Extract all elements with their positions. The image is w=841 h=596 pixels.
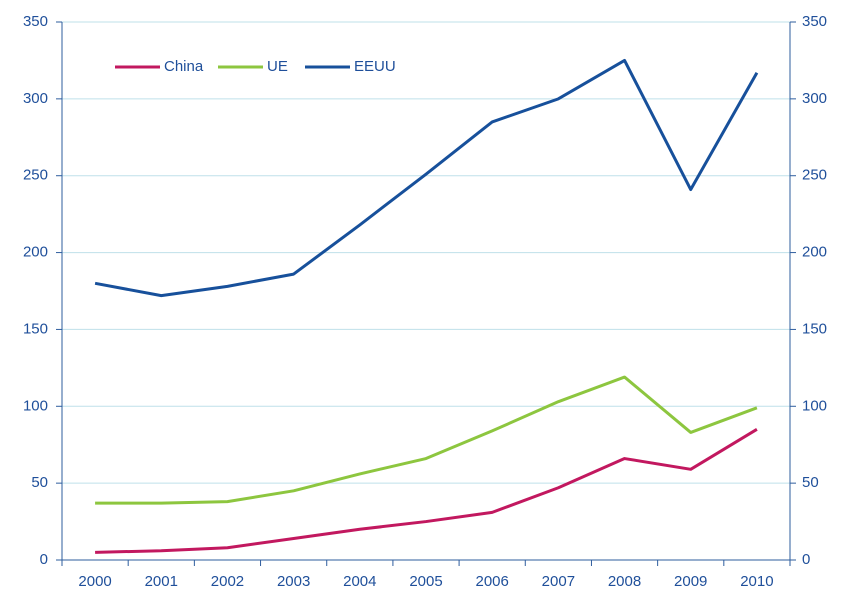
y-tick-label: 200 [23,244,48,261]
x-tick-label: 2006 [475,573,508,590]
y-tick-label: 0 [40,551,48,568]
y2-tick-label: 100 [802,397,827,414]
legend: China UE EEUU [115,58,396,75]
x-tick-label: 2003 [277,573,310,590]
y-tick-label: 250 [23,167,48,184]
y-tick-label: 150 [23,320,48,337]
y-tick-label: 50 [31,474,48,491]
x-tick-label: 2002 [211,573,244,590]
x-tick-label: 2005 [409,573,442,590]
y2-tick-label: 350 [802,13,827,30]
x-tick-label: 2009 [674,573,707,590]
series-line [95,428,758,554]
y2-tick-label: 300 [802,90,827,107]
y2-tick-label: 0 [802,551,810,568]
series-line [95,375,758,505]
x-tick-label: 2004 [343,573,376,590]
legend-label: EEUU [354,58,396,75]
y2-tick-label: 200 [802,244,827,261]
x-tick-label: 2000 [78,573,111,590]
y2-tick-label: 250 [802,167,827,184]
x-tick-label: 2008 [608,573,641,590]
y-tick-label: 300 [23,90,48,107]
y2-tick-label: 150 [802,320,827,337]
x-tick-label: 2001 [145,573,178,590]
y-tick-label: 350 [23,13,48,30]
legend-label: UE [267,58,288,75]
x-tick-label: 2007 [542,573,575,590]
series-line [94,58,759,298]
legend-label: China [164,58,204,75]
y-tick-label: 100 [23,397,48,414]
y2-tick-label: 50 [802,474,819,491]
x-tick-label: 2010 [740,573,773,590]
